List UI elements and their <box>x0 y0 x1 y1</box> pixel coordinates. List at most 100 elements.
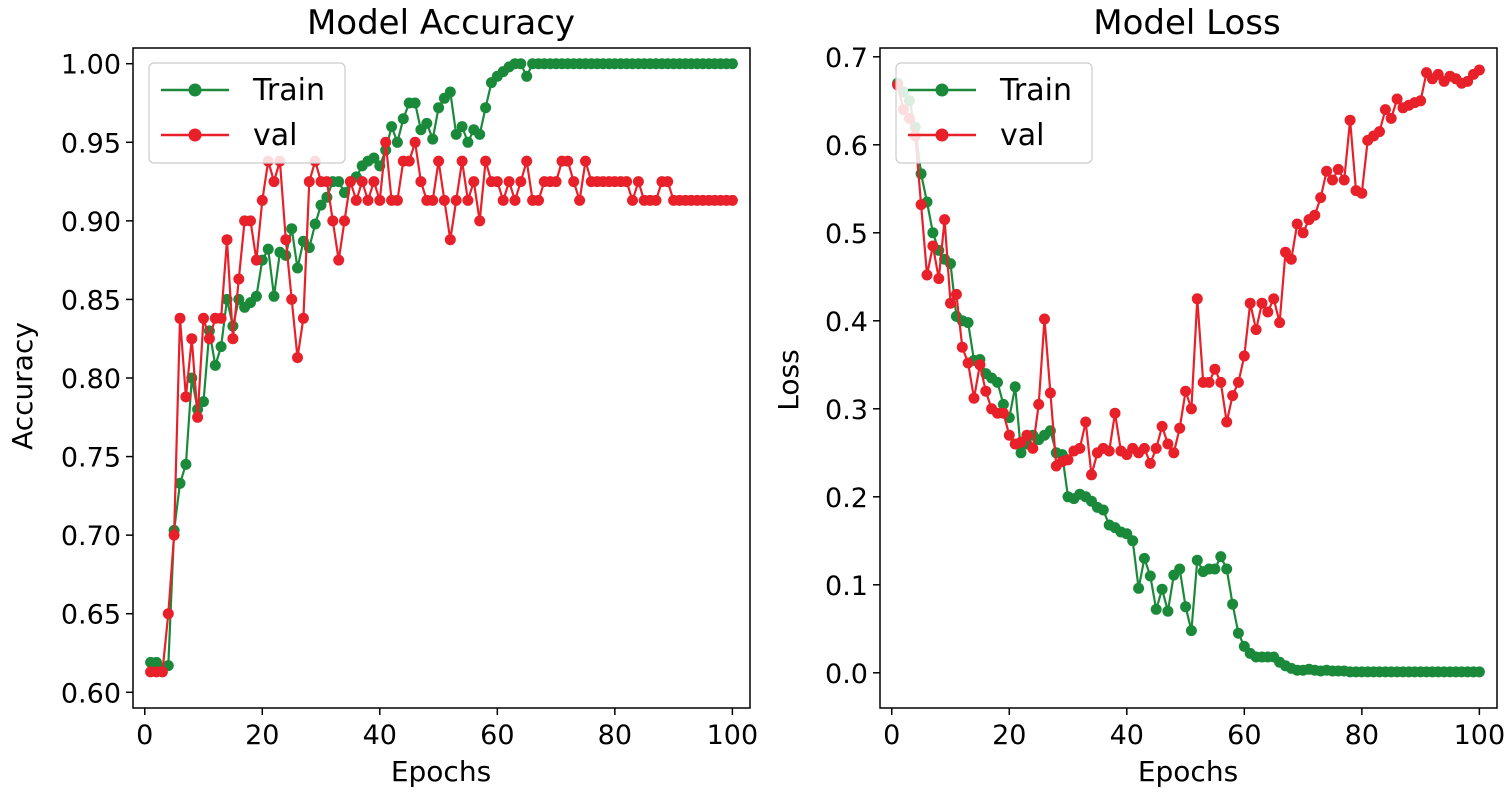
loss-point-val <box>1144 457 1156 469</box>
accuracy-point-val <box>438 194 450 206</box>
accuracy-point-train <box>333 176 345 188</box>
loss-point-train <box>1209 563 1221 575</box>
loss-y-tick-label: 0.2 <box>825 483 868 514</box>
loss-point-val <box>1191 293 1203 305</box>
accuracy-point-val <box>621 176 633 188</box>
loss-point-val <box>1021 429 1033 441</box>
loss-x-tick-label: 40 <box>1110 720 1144 751</box>
loss-point-train <box>992 376 1003 388</box>
loss-point-val <box>1268 293 1280 305</box>
accuracy-point-val <box>227 333 239 345</box>
loss-plot-area: 0 20 40 60 80 100 0.0 0.1 0.2 0.3 0.4 0.5 0.6 0.7 Trai… <box>825 43 1505 751</box>
accuracy-point-val <box>456 155 468 167</box>
accuracy-point-train <box>309 218 321 230</box>
accuracy-point-train <box>480 102 492 114</box>
loss-point-val <box>980 385 992 397</box>
accuracy-x-tick-label: 0 <box>136 720 153 751</box>
accuracy-legend-marker-train <box>188 83 202 97</box>
loss-point-val <box>1103 445 1115 457</box>
loss-chart: Model Loss Loss Epochs 0 20 40 60 80 100 0.0 0.… <box>772 3 1505 788</box>
loss-point-val <box>915 199 927 211</box>
loss-y-tick-label: 0.3 <box>825 395 868 426</box>
loss-y-tick-label: 0.7 <box>825 43 868 74</box>
loss-point-val <box>1156 420 1168 432</box>
loss-point-val <box>1338 174 1350 186</box>
loss-x-tick-label: 100 <box>1454 720 1505 751</box>
loss-point-val <box>968 392 980 404</box>
loss-y-tick-label: 0.6 <box>825 131 868 162</box>
accuracy-y-tick-label: 0.80 <box>61 364 121 395</box>
loss-point-val <box>939 214 951 226</box>
loss-point-train <box>997 398 1009 410</box>
loss-point-train <box>1015 447 1027 459</box>
accuracy-point-val <box>268 176 280 188</box>
loss-point-train <box>1009 381 1021 393</box>
accuracy-point-val <box>339 215 350 227</box>
accuracy-point-val <box>174 312 186 324</box>
loss-point-val <box>1374 126 1385 138</box>
loss-point-val <box>1297 227 1309 239</box>
accuracy-point-val <box>356 176 368 188</box>
loss-point-train <box>1180 601 1192 613</box>
accuracy-point-train <box>280 249 292 261</box>
loss-point-val <box>1344 114 1356 126</box>
loss-point-train <box>1473 666 1485 678</box>
accuracy-point-val <box>368 176 380 188</box>
accuracy-point-train <box>515 58 527 70</box>
loss-point-val <box>956 341 968 353</box>
accuracy-point-val <box>215 312 227 324</box>
loss-point-val <box>1150 442 1162 454</box>
accuracy-x-tick-label: 100 <box>707 720 759 751</box>
accuracy-x-tick-label: 80 <box>598 720 632 751</box>
loss-point-val <box>927 240 939 252</box>
loss-point-train <box>1150 603 1162 615</box>
loss-y-tick-label: 0.0 <box>825 659 868 690</box>
accuracy-point-train <box>456 121 468 133</box>
loss-y-axis-label: Loss <box>772 349 805 410</box>
accuracy-point-val <box>391 194 403 206</box>
loss-point-train <box>1127 535 1139 547</box>
loss-y-tick-label: 0.4 <box>825 307 868 338</box>
accuracy-point-val <box>156 666 168 678</box>
loss-point-val <box>962 357 974 369</box>
loss-x-tick-label: 20 <box>992 720 1026 751</box>
accuracy-y-tick-label: 0.85 <box>61 285 121 316</box>
accuracy-x-tick-label: 40 <box>363 720 397 751</box>
accuracy-point-train <box>368 152 380 164</box>
accuracy-point-val <box>497 194 509 206</box>
accuracy-point-train <box>250 290 262 302</box>
accuracy-point-val <box>203 333 215 345</box>
loss-point-val <box>1185 403 1197 415</box>
loss-point-val <box>1074 442 1086 454</box>
accuracy-point-val <box>632 176 644 188</box>
loss-point-val <box>1033 398 1045 410</box>
loss-point-train <box>1133 582 1145 594</box>
accuracy-point-train <box>521 70 533 82</box>
accuracy-point-train <box>409 97 421 109</box>
accuracy-y-tick-label: 0.90 <box>61 207 121 238</box>
loss-point-val <box>1221 416 1233 428</box>
accuracy-point-val <box>333 254 345 266</box>
loss-point-train <box>1191 554 1203 566</box>
loss-point-val <box>1356 187 1368 199</box>
loss-point-val <box>1080 416 1092 428</box>
accuracy-point-train <box>386 121 398 133</box>
loss-point-val <box>1327 174 1338 186</box>
loss-point-train <box>1221 563 1233 575</box>
accuracy-point-train <box>292 262 303 274</box>
accuracy-point-val <box>662 176 674 188</box>
accuracy-point-val <box>480 155 492 167</box>
accuracy-point-train <box>209 359 221 371</box>
accuracy-point-val <box>450 194 462 206</box>
loss-legend-marker-train <box>935 83 949 97</box>
accuracy-point-val <box>415 176 427 188</box>
loss-point-val <box>1473 64 1485 76</box>
accuracy-point-val <box>726 194 738 206</box>
accuracy-x-tick-label: 20 <box>245 720 279 751</box>
accuracy-point-val <box>474 215 486 227</box>
accuracy-point-train <box>268 290 280 302</box>
accuracy-point-train <box>315 199 327 211</box>
loss-point-val <box>1321 165 1333 177</box>
accuracy-point-val <box>509 194 521 206</box>
loss-point-val <box>1315 192 1327 204</box>
